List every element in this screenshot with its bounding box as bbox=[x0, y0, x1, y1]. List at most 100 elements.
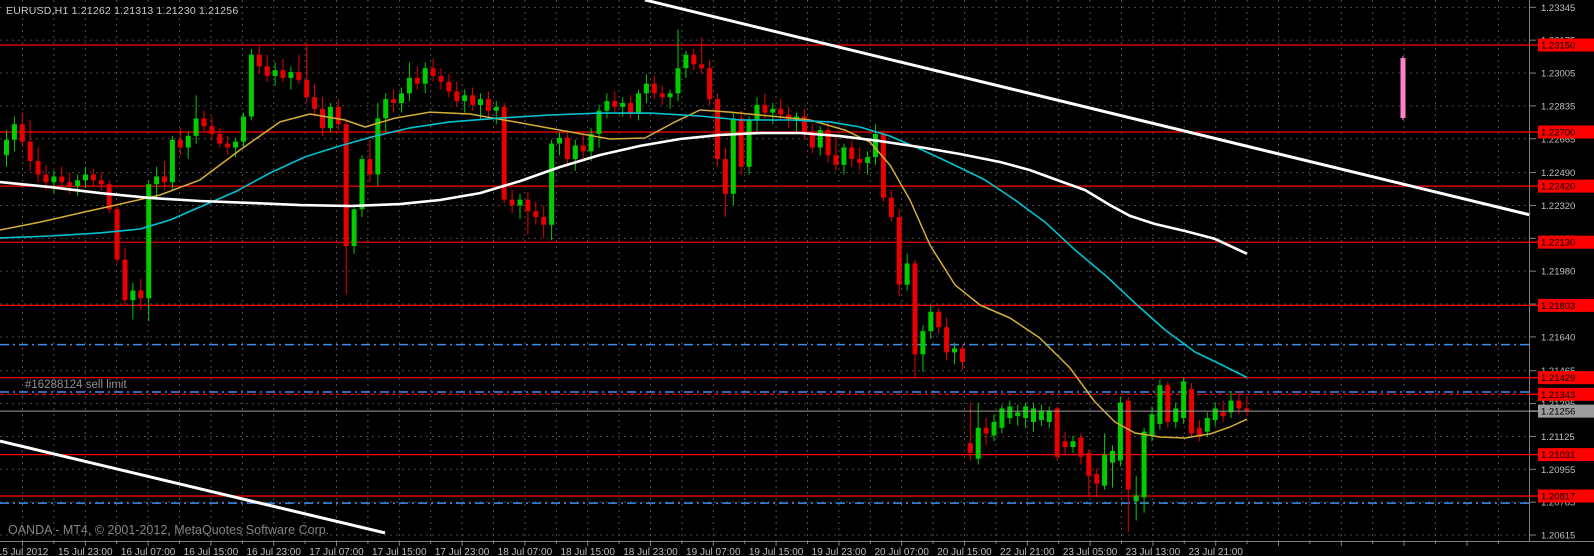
moving-averages bbox=[0, 109, 1248, 439]
candle-body bbox=[351, 209, 357, 247]
candle-body bbox=[549, 143, 555, 225]
candle-body bbox=[1212, 408, 1218, 421]
candle-body bbox=[1165, 385, 1171, 422]
time-tick-label: 19 Jul 15:00 bbox=[749, 547, 804, 556]
candle-body bbox=[154, 176, 160, 185]
copyright-watermark: OANDA - MT4, © 2001-2012, MetaQuotes Sof… bbox=[8, 523, 329, 537]
candle-body bbox=[675, 68, 681, 94]
candle-body bbox=[967, 443, 973, 453]
candle-body bbox=[130, 290, 136, 301]
price-level-badge bbox=[1538, 235, 1594, 249]
candle-body bbox=[959, 348, 965, 363]
candle-body bbox=[991, 421, 997, 436]
candle-body bbox=[272, 70, 278, 76]
candle-body bbox=[833, 155, 839, 165]
candle-body bbox=[383, 99, 389, 119]
price-level-badge bbox=[1538, 38, 1594, 52]
candle-body bbox=[98, 180, 104, 185]
candle-body bbox=[1007, 406, 1013, 419]
candle-body bbox=[849, 147, 855, 160]
candle-body bbox=[478, 99, 483, 105]
pink-marker-body bbox=[1400, 57, 1406, 119]
candle-body bbox=[1038, 410, 1044, 421]
red-horizontal-levels[interactable] bbox=[0, 44, 1529, 497]
candle-body bbox=[1204, 418, 1210, 432]
candle-body bbox=[1102, 454, 1108, 486]
candle-body bbox=[580, 145, 586, 152]
candle-body bbox=[999, 408, 1005, 428]
candle-body bbox=[454, 91, 460, 102]
price-level-badge bbox=[1538, 448, 1594, 462]
pink-vertical-marker[interactable] bbox=[1400, 55, 1406, 121]
candle-body bbox=[557, 137, 562, 144]
candle-body bbox=[628, 103, 634, 113]
time-tick-label: 17 Jul 15:00 bbox=[372, 547, 427, 556]
candle-body bbox=[446, 81, 452, 92]
price-level-badge-label: 1.21256 bbox=[1541, 407, 1575, 418]
candle-body bbox=[391, 99, 397, 104]
price-tick-label: 1.21125 bbox=[1541, 432, 1575, 443]
time-tick-label: 20 Jul 07:00 bbox=[874, 547, 929, 556]
candle-body bbox=[770, 108, 776, 113]
price-level-badge bbox=[1538, 371, 1594, 385]
price-tick-label: 1.20615 bbox=[1541, 531, 1575, 542]
blue-dashdot-levels[interactable] bbox=[0, 343, 1529, 504]
candle-body bbox=[683, 54, 689, 69]
price-level-badge-label: 1.20817 bbox=[1541, 491, 1575, 502]
price-level-badge-label: 1.21429 bbox=[1541, 373, 1575, 384]
candle-body bbox=[470, 95, 476, 105]
candle-body bbox=[1244, 408, 1250, 412]
candle-body bbox=[572, 145, 578, 160]
price-tick-label: 1.22665 bbox=[1541, 134, 1575, 145]
candle-body bbox=[201, 118, 207, 127]
candle-body bbox=[928, 311, 934, 332]
chart-title: EURUSD,H1 1.21262 1.21313 1.21230 1.2125… bbox=[6, 5, 238, 17]
candle-body bbox=[707, 68, 713, 100]
candle-body bbox=[288, 72, 294, 78]
time-tick-label: 18 Jul 07:00 bbox=[498, 547, 553, 556]
candle-body bbox=[343, 124, 349, 247]
candle-body bbox=[493, 106, 499, 111]
candle-body bbox=[1023, 406, 1029, 419]
candle-body bbox=[825, 130, 831, 156]
candle-body bbox=[1125, 400, 1131, 490]
candle-body bbox=[1110, 450, 1115, 463]
candle-body bbox=[438, 75, 444, 82]
candle-body bbox=[256, 54, 262, 67]
candle-body bbox=[873, 133, 878, 158]
trendline bbox=[644, 0, 1531, 217]
candle-body bbox=[122, 259, 128, 301]
candle-body bbox=[280, 70, 286, 78]
candle-body bbox=[233, 141, 239, 148]
price-level-badge-label: 1.21803 bbox=[1541, 301, 1575, 312]
candle-body bbox=[691, 54, 697, 65]
time-tick-label: 19 Jul 07:00 bbox=[686, 547, 741, 556]
candle-body bbox=[1220, 412, 1226, 417]
candle-body bbox=[620, 103, 626, 107]
candle-body bbox=[1046, 410, 1052, 422]
candle-body bbox=[406, 77, 412, 94]
candle-body bbox=[162, 176, 167, 183]
price-level-badge-label: 1.22130 bbox=[1541, 238, 1575, 249]
candle-body bbox=[1181, 381, 1187, 419]
candle-body bbox=[801, 116, 807, 134]
candle-body bbox=[35, 160, 41, 175]
time-tick-label: 15 Jul 2012 bbox=[0, 547, 49, 556]
candle-body bbox=[896, 217, 902, 285]
candle-body bbox=[106, 184, 112, 210]
trendlines[interactable] bbox=[0, 0, 1531, 535]
candle-body bbox=[241, 116, 246, 142]
candle-body bbox=[501, 106, 507, 200]
candle-body bbox=[715, 99, 720, 160]
candle-body bbox=[533, 211, 539, 218]
candle-body bbox=[414, 77, 420, 84]
price-level-badge bbox=[1538, 125, 1594, 139]
candle-body bbox=[904, 263, 910, 285]
candle-body bbox=[1054, 408, 1060, 457]
candle-body bbox=[738, 118, 744, 167]
sell-limit-label: #16288124 sell limit bbox=[25, 379, 127, 391]
candle-body bbox=[209, 126, 215, 134]
time-tick-label: 16 Jul 07:00 bbox=[121, 547, 176, 556]
